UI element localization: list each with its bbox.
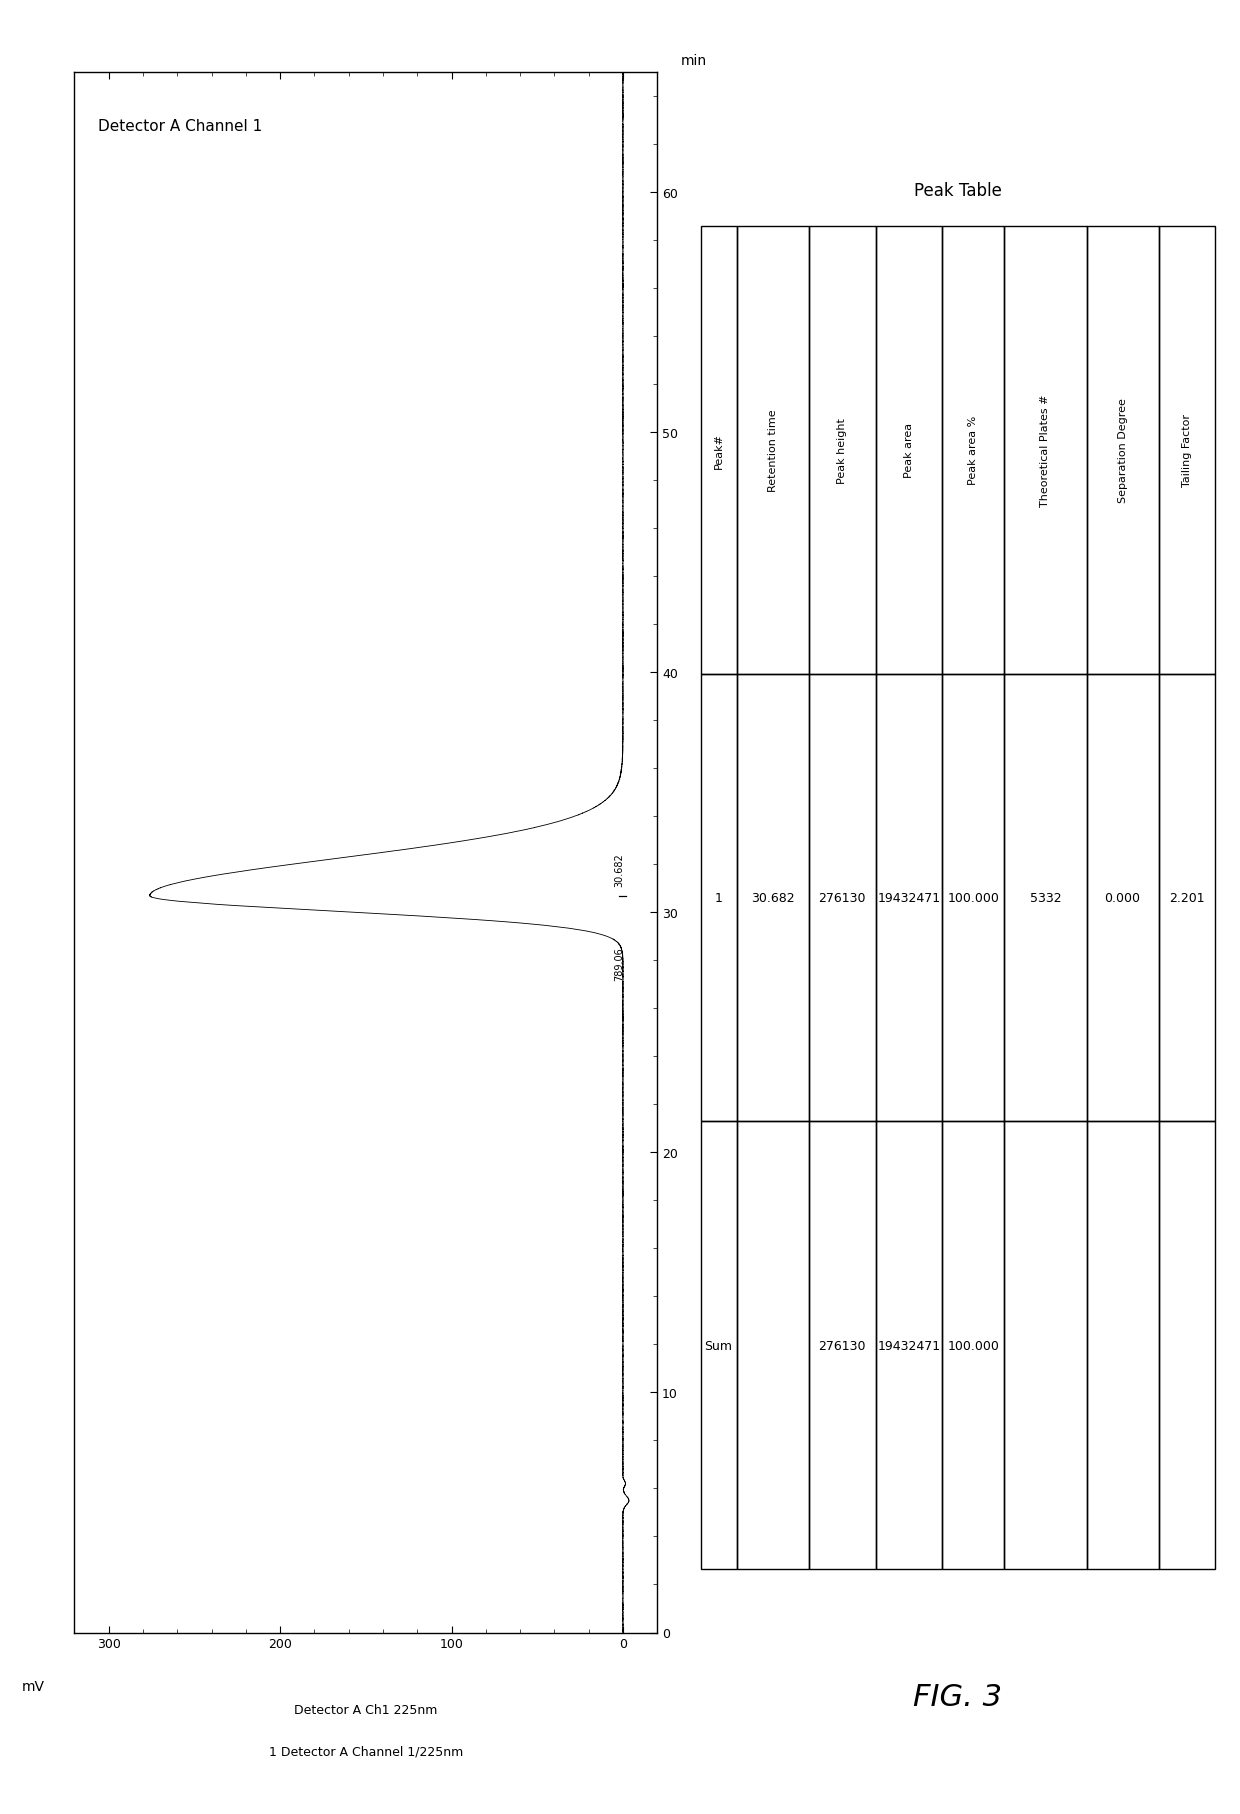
Text: 19432471: 19432471 <box>878 1339 941 1351</box>
Text: 276130: 276130 <box>818 1339 866 1351</box>
Text: 789.06: 789.06 <box>614 947 625 980</box>
Bar <box>1004 227 1086 675</box>
Text: Tailing Factor: Tailing Factor <box>1182 414 1192 486</box>
Bar <box>1004 675 1086 1121</box>
Text: 19432471: 19432471 <box>878 891 941 905</box>
Text: 30.682: 30.682 <box>614 853 625 887</box>
Bar <box>808 1121 875 1569</box>
Text: Detector A Ch1 225nm: Detector A Ch1 225nm <box>294 1703 438 1716</box>
Bar <box>875 1121 942 1569</box>
Bar <box>1158 1121 1215 1569</box>
Text: FIG. 3: FIG. 3 <box>914 1682 1002 1711</box>
Text: 100.000: 100.000 <box>947 1339 999 1351</box>
Text: 30.682: 30.682 <box>751 891 795 905</box>
Text: Retention time: Retention time <box>768 410 777 492</box>
Bar <box>808 675 875 1121</box>
Bar <box>1158 675 1215 1121</box>
Text: Peak area: Peak area <box>904 423 914 479</box>
Text: 5332: 5332 <box>1029 891 1061 905</box>
Text: 276130: 276130 <box>818 891 866 905</box>
Bar <box>737 675 808 1121</box>
Bar <box>875 227 942 675</box>
Text: 100.000: 100.000 <box>947 891 999 905</box>
Text: Peak height: Peak height <box>837 417 847 483</box>
Bar <box>808 227 875 675</box>
Bar <box>701 1121 737 1569</box>
Bar <box>737 1121 808 1569</box>
Bar <box>942 1121 1004 1569</box>
Text: 1 Detector A Channel 1/225nm: 1 Detector A Channel 1/225nm <box>269 1745 463 1758</box>
Text: 2.201: 2.201 <box>1169 891 1205 905</box>
Text: Theoretical Plates #: Theoretical Plates # <box>1040 394 1050 506</box>
Text: mV: mV <box>22 1680 45 1694</box>
Bar <box>1004 1121 1086 1569</box>
Bar <box>1086 675 1158 1121</box>
Text: Peak#: Peak# <box>713 432 724 468</box>
Bar <box>701 675 737 1121</box>
Bar <box>875 675 942 1121</box>
Text: Peak area %: Peak area % <box>968 415 978 484</box>
Bar <box>737 227 808 675</box>
Text: min: min <box>681 54 707 67</box>
Bar <box>701 227 737 675</box>
Text: Detector A Channel 1: Detector A Channel 1 <box>98 120 262 134</box>
Text: Peak Table: Peak Table <box>914 181 1002 200</box>
Bar <box>942 675 1004 1121</box>
Bar <box>1086 1121 1158 1569</box>
Bar <box>942 227 1004 675</box>
Text: 1: 1 <box>714 891 723 905</box>
Bar <box>1086 227 1158 675</box>
Text: 0.000: 0.000 <box>1105 891 1141 905</box>
Text: Sum: Sum <box>704 1339 733 1351</box>
Bar <box>1158 227 1215 675</box>
Text: Separation Degree: Separation Degree <box>1117 397 1127 502</box>
